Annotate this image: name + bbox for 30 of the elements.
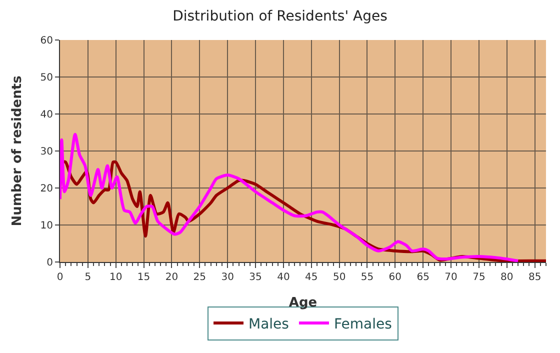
x-tick-label: 45 [305,272,318,283]
x-tick-label: 25 [193,272,206,283]
x-tick-label: 40 [277,272,290,283]
x-tick-label: 65 [416,272,430,283]
y-tick-label: 40 [40,110,53,120]
chart-title: Distribution of Residents' Ages [172,8,388,24]
y-axis-title: Number of residents [10,75,26,226]
x-tick-label: 60 [388,272,402,283]
x-tick-label: 5 [84,272,92,283]
legend-label: Females [334,316,392,332]
x-tick-label: 15 [137,272,150,283]
x-tick-label: 30 [221,272,234,283]
y-tick-label: 0 [46,258,53,268]
y-tick-label: 20 [40,184,53,194]
y-tick-label: 60 [40,36,53,46]
x-tick-label: 70 [444,272,458,283]
line-series [60,132,520,262]
y-tick-label: 50 [40,72,53,84]
x-tick-label: 10 [109,272,122,283]
x-tick-label: 75 [472,272,486,283]
x-tick-label: 0 [56,272,64,283]
x-tick-label: 55 [360,272,374,283]
x-tick-label: 20 [165,272,178,283]
x-tick-label: 50 [332,272,346,283]
y-tick-label: 30 [40,146,53,158]
x-tick-label: 85 [528,272,542,283]
x-tick-label: 80 [500,272,514,283]
legend-label: Males [248,316,289,332]
x-tick-label: 35 [249,272,262,283]
y-tick-label: 10 [40,220,53,232]
